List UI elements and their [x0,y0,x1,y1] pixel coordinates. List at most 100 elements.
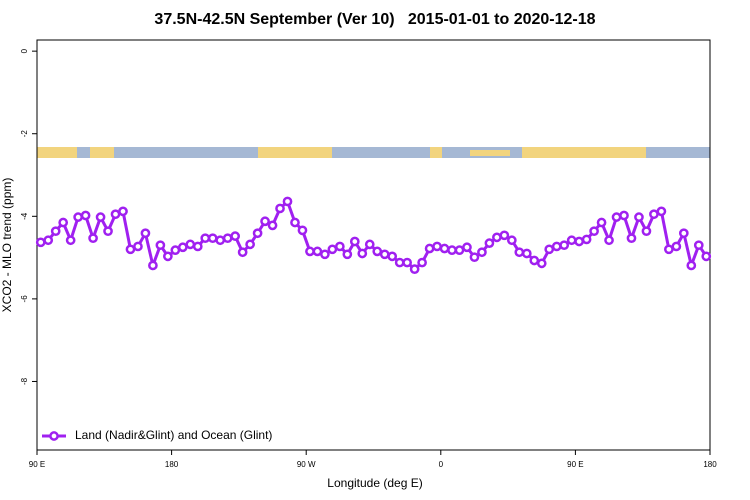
point [424,243,435,254]
point [671,241,682,252]
point [88,233,98,244]
point [110,209,121,220]
point [327,244,338,255]
point [678,228,689,239]
point [252,228,263,239]
point [148,260,158,271]
point [95,212,106,222]
point [282,196,293,207]
point [604,235,614,246]
point [447,245,457,256]
point [222,233,233,244]
point [484,238,495,248]
point [664,244,674,255]
y-tick-label: 0 [20,48,29,53]
point [207,233,218,244]
point [200,233,211,244]
point [619,210,629,221]
point [693,240,704,251]
point [185,239,196,250]
point [170,245,181,256]
point [409,264,420,275]
y-tick-label: -6 [20,295,29,303]
point [492,232,502,243]
point [357,248,368,259]
point [372,246,383,257]
point [103,226,113,237]
y-axis-title: XCO2 - MLO trend (ppm) [0,178,14,313]
point [215,235,226,246]
point [237,247,248,258]
point [477,247,487,258]
point [514,247,525,258]
x-tick-label: 90 E [29,460,45,469]
point [58,217,69,228]
point [574,236,584,247]
point [589,226,599,237]
chart-title: 37.5N-42.5N September (Ver 10) 2015-01-0… [154,11,595,28]
point [649,209,659,220]
point [521,248,532,259]
point [462,242,472,253]
point [349,236,360,247]
point [402,257,412,268]
point [125,244,136,255]
point [335,241,345,252]
y-tick-label: -2 [20,130,29,138]
point [230,231,241,241]
point [656,206,667,217]
point [50,226,61,237]
point [65,235,76,246]
y-tick-label: -8 [20,377,29,385]
x-tick-label: 180 [703,460,717,469]
point [312,246,323,257]
y-tick-label: -4 [20,212,29,220]
legend-marker [49,431,59,441]
x-tick-label: 0 [439,460,444,469]
point [566,235,577,246]
point [297,225,308,236]
point [73,212,83,222]
point [163,251,173,262]
point [686,260,697,271]
point [192,241,203,252]
point [596,217,607,228]
point [394,257,405,268]
point [245,239,255,250]
point [140,228,151,239]
x-tick-label: 180 [165,460,179,469]
legend-label: Land (Nadir&Glint) and Ocean (Glint) [75,428,272,442]
point [275,203,285,214]
point [43,235,54,246]
point [506,235,517,246]
point [559,240,570,251]
point [342,249,353,260]
point [320,249,330,260]
point [634,212,644,222]
point [529,255,540,266]
point [387,251,398,262]
point [544,244,555,255]
point [499,230,510,241]
point [551,241,562,252]
point [454,245,465,256]
point [379,249,390,260]
point [469,252,480,263]
point [581,234,592,245]
point [626,233,637,244]
point [260,216,270,227]
point [177,242,188,253]
point [364,239,375,250]
x-tick-label: 90 E [567,460,583,469]
land-ocean-strip [37,147,710,158]
point [118,206,128,217]
point [155,240,166,251]
point [611,212,622,222]
point [536,258,547,269]
point [80,210,91,221]
point [267,220,278,231]
x-axis-title: Longitude (deg E) [327,476,422,490]
point [432,241,442,252]
